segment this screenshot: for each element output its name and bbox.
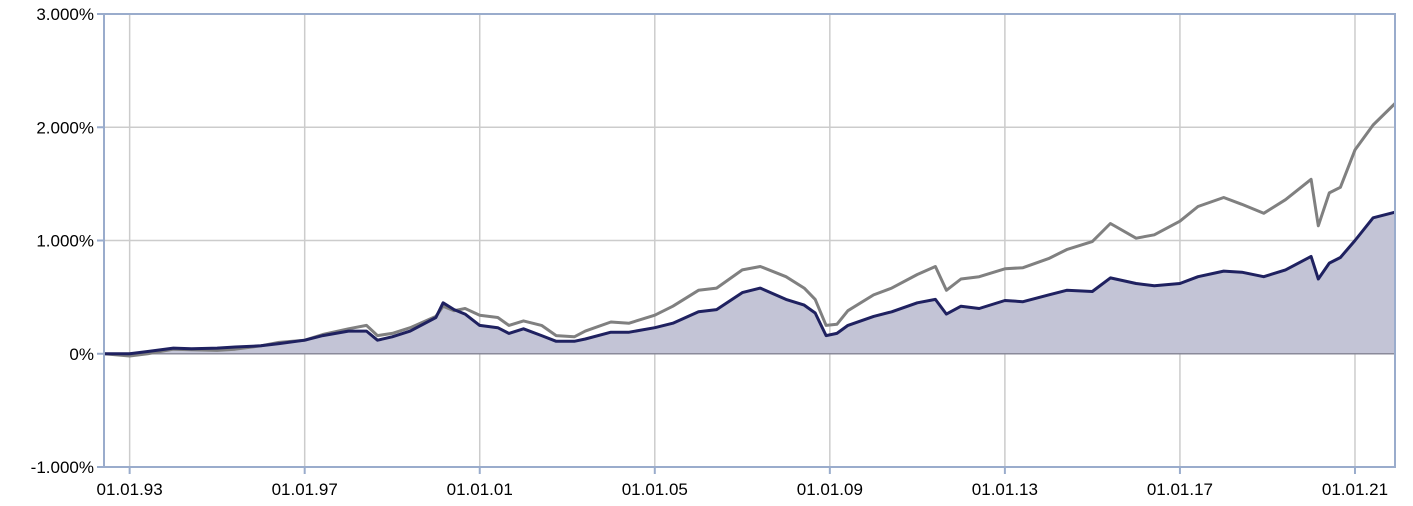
x-tick-label: 01.01.93 (97, 480, 163, 499)
y-tick-label: 0% (69, 345, 94, 364)
y-tick-label: -1.000% (31, 458, 94, 477)
x-tick-label: 01.01.21 (1322, 480, 1388, 499)
y-tick-label: 3.000% (36, 5, 94, 24)
series-lines (103, 102, 1397, 358)
navy-series-line (104, 210, 1396, 356)
x-tick-label: 01.01.13 (972, 480, 1038, 499)
x-tick-label: 01.01.01 (447, 480, 513, 499)
chart-gridlines (104, 13, 1395, 468)
x-axis-ticks: 01.01.93 01.01.97 01.01.01 01.01.05 01.01.09… (97, 467, 1388, 499)
y-tick-label: 1.000% (36, 232, 94, 251)
y-axis-ticks: 3.000% 2.000% 1.000% 0% -1.000% (31, 5, 104, 477)
y-tick-label: 2.000% (36, 118, 94, 137)
x-tick-label: 01.01.09 (797, 480, 863, 499)
x-tick-label: 01.01.05 (622, 480, 688, 499)
x-tick-label: 01.01.17 (1147, 480, 1213, 499)
navy-series-area (104, 212, 1395, 354)
gray-series-line (103, 102, 1397, 358)
x-tick-label: 01.01.97 (272, 480, 338, 499)
